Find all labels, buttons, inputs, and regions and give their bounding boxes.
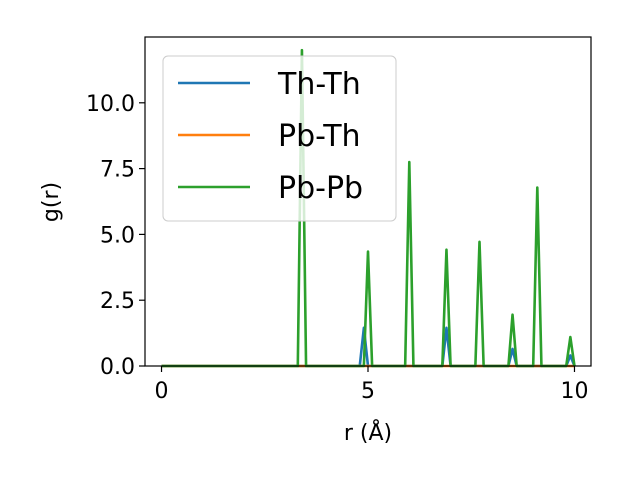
- x-tick-label: 10: [560, 379, 588, 404]
- x-axis-label: r (Å): [344, 419, 392, 446]
- legend-box: [162, 55, 397, 222]
- legend-label-th-th: Th-Th: [277, 67, 361, 102]
- y-tick-label: 0.0: [100, 355, 135, 380]
- x-tick-label: 0: [155, 379, 169, 404]
- y-tick-label: 10.0: [86, 92, 135, 117]
- x-axis-ticks: 0 5 10: [155, 366, 588, 404]
- legend-label-pb-th: Pb-Th: [278, 119, 361, 154]
- y-axis-ticks: 0.0 2.5 5.0 7.5 10.0: [86, 92, 145, 380]
- y-tick-label: 7.5: [100, 158, 135, 183]
- y-tick-label: 2.5: [100, 289, 135, 314]
- y-axis-label: g(r): [39, 182, 64, 222]
- y-tick-label: 5.0: [100, 223, 135, 248]
- x-tick-label: 5: [361, 379, 375, 404]
- legend-label-pb-pb: Pb-Pb: [278, 171, 363, 206]
- legend: Th-Th Pb-Th Pb-Pb: [162, 55, 397, 222]
